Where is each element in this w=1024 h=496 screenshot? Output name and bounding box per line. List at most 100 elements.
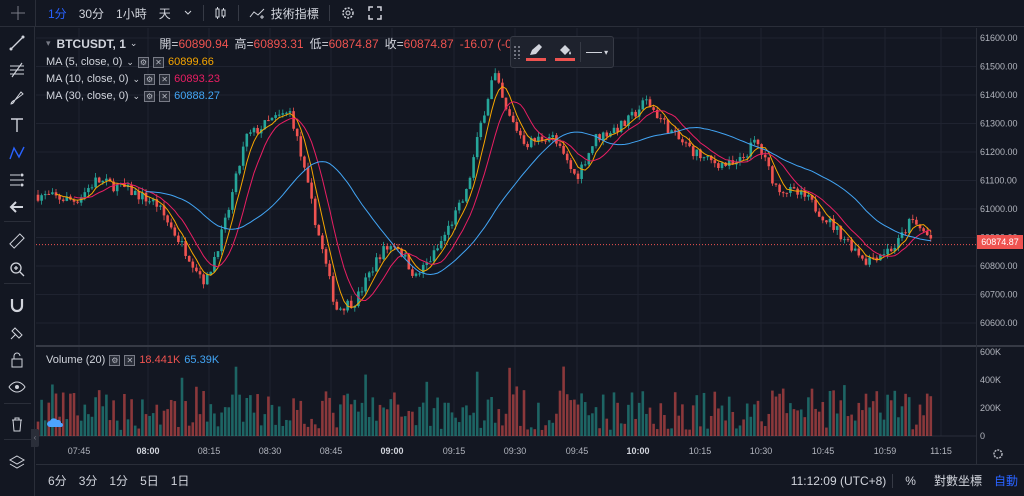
drag-handle-icon[interactable] (513, 45, 521, 59)
volume-bar (663, 415, 666, 436)
candle-body (479, 122, 483, 138)
symbol-name[interactable]: BTCUSDT, 1 (56, 36, 126, 51)
chevron-down-icon[interactable]: ⌄ (129, 38, 138, 48)
volume-bar (184, 401, 187, 436)
price-tick-label: 61500.00 (980, 62, 1018, 72)
timeframe-1h[interactable]: 1小時 (116, 6, 147, 21)
volume-bar (893, 390, 897, 436)
timeframe-1m[interactable]: 1分 (48, 6, 67, 21)
crosshair-icon[interactable] (0, 0, 36, 27)
volume-bar (367, 417, 371, 436)
chevron-down-icon[interactable]: ⌄ (126, 56, 134, 67)
zoom-in-icon[interactable] (5, 257, 29, 281)
volume-bar (774, 396, 778, 436)
line-style-dropdown[interactable]: ▾ (581, 37, 613, 67)
fullscreen-icon[interactable] (362, 0, 388, 27)
volume-bar (292, 398, 295, 436)
candle-body (223, 217, 227, 230)
brush-icon[interactable] (5, 86, 29, 110)
eye-icon[interactable] (5, 375, 29, 399)
timeframe-30m[interactable]: 30分 (78, 6, 105, 21)
percent-toggle[interactable]: % (905, 473, 916, 488)
settings-icon[interactable]: ⚙ (109, 354, 121, 366)
trend-line-icon[interactable] (5, 31, 29, 55)
timeframe-1d[interactable]: 天 (158, 6, 171, 21)
candle-body (915, 219, 918, 225)
range-6m[interactable]: 6分 (48, 474, 67, 488)
candle-body (526, 143, 529, 148)
close-icon[interactable]: ✕ (152, 56, 164, 68)
volume-bar (868, 407, 871, 436)
range-1d[interactable]: 1日 (170, 474, 190, 488)
ma30-value: 60888.27 (174, 90, 220, 102)
candle-body (87, 188, 90, 193)
prediction-tool-icon[interactable] (5, 168, 29, 192)
volume-bar (87, 414, 90, 436)
volume-bar (310, 418, 313, 436)
indicators-button[interactable]: 技術指標 (243, 0, 325, 27)
settings-gear-icon[interactable] (334, 0, 362, 27)
volume-bar (407, 410, 411, 436)
volume-bar (846, 416, 850, 436)
log-scale-toggle[interactable]: 對數坐標 (933, 474, 982, 488)
volume-bar (371, 397, 375, 436)
volume-bar (555, 413, 558, 436)
range-5d[interactable]: 5日 (140, 474, 159, 488)
text-tool-icon[interactable] (5, 113, 29, 137)
volume-bar (288, 420, 292, 436)
settings-icon[interactable]: ⚙ (144, 73, 156, 85)
candle-body (717, 163, 720, 169)
volume-bar (623, 423, 627, 436)
candle-body (641, 100, 645, 110)
close-icon[interactable]: ✕ (124, 354, 136, 366)
candle-body (141, 192, 144, 200)
candle-style-icon[interactable] (208, 0, 234, 27)
settings-icon[interactable]: ⚙ (144, 90, 156, 102)
candle-body (414, 273, 418, 276)
pencil-color-icon[interactable] (521, 37, 551, 67)
trash-icon[interactable] (5, 412, 29, 436)
settings-icon[interactable]: ⚙ (137, 56, 149, 68)
volume-bar (861, 410, 864, 436)
ruler-icon[interactable] (5, 229, 29, 253)
chevron-down-icon[interactable]: ⌄ (132, 73, 141, 84)
volume-bar (796, 410, 799, 436)
lock-drawing-icon[interactable] (5, 321, 29, 345)
back-arrow-icon[interactable] (5, 195, 29, 219)
pattern-tool-icon[interactable] (5, 141, 29, 165)
lock-icon[interactable] (5, 348, 29, 372)
volume-bar (94, 397, 97, 436)
range-1m[interactable]: 1分 (109, 474, 129, 488)
fib-tool-icon[interactable] (5, 58, 29, 82)
candle-body (209, 271, 213, 275)
volume-bar (382, 407, 385, 436)
volume-bar (652, 423, 655, 436)
magnet-icon[interactable] (5, 293, 29, 317)
chevron-down-icon[interactable]: ⌄ (132, 90, 141, 101)
volume-bar (670, 428, 673, 436)
candle-body (76, 201, 79, 203)
candle-body (562, 145, 565, 154)
chevron-down-icon[interactable]: ▾ (46, 38, 51, 48)
timeframe-dropdown-chevron-icon[interactable] (177, 0, 199, 27)
collapse-toolbar-chevron-icon[interactable]: ‹ (31, 429, 39, 447)
volume-bar (745, 403, 749, 436)
volume-bar (875, 391, 879, 436)
close-icon[interactable]: ✕ (159, 90, 171, 102)
close-icon[interactable]: ✕ (159, 73, 171, 85)
price-chart[interactable]: 07:45 08:00 08:15 08:30 08:45 09:00 09:15 09:30… (36, 28, 976, 464)
candle-body (576, 173, 580, 179)
candle-body (763, 154, 767, 158)
candle-body (580, 164, 583, 179)
volume-bar (569, 400, 573, 436)
candle-body (162, 205, 166, 216)
auto-scale-toggle[interactable]: 自動 (993, 474, 1018, 488)
volume-bar (760, 421, 763, 436)
volume-bar (688, 429, 691, 436)
candle-body (533, 138, 537, 142)
layers-icon[interactable] (5, 451, 29, 475)
volume-bar (159, 424, 162, 436)
range-3m[interactable]: 3分 (78, 474, 98, 488)
fill-bucket-icon[interactable] (551, 37, 581, 67)
drawing-toolbar (0, 27, 35, 496)
